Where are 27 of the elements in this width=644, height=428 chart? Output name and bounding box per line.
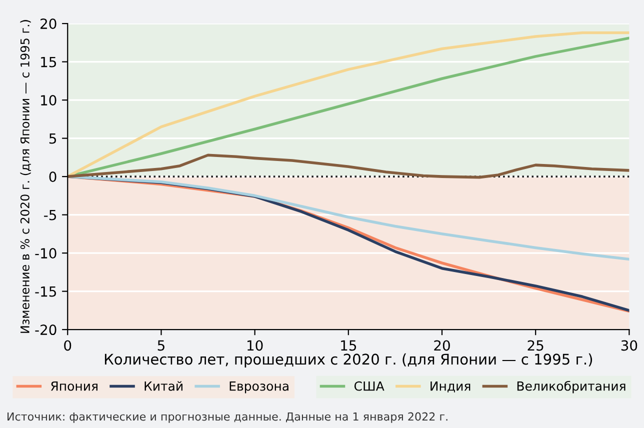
legend-label: США [354, 381, 384, 391]
y-tick-label: 15 [41, 56, 56, 68]
legend-label: Китай [144, 381, 182, 391]
y-tick-label: 5 [49, 133, 56, 144]
legend-label: Япония [51, 381, 98, 391]
x-tick-label: 20 [434, 340, 450, 351]
x-tick-label: 25 [528, 340, 544, 351]
y-tick-label: -10 [35, 248, 56, 259]
y-tick-label: -20 [35, 324, 56, 336]
x-tick-label: 10 [248, 340, 263, 351]
x-tick-label: 15 [341, 340, 356, 351]
x-tick-label: 0 [64, 340, 72, 351]
text: Источник: фактические и прогнозные данные. Данные на 1 января 2022 г. [8, 412, 448, 423]
legend-label: Индия [430, 381, 470, 392]
y-tick-label: -5 [44, 210, 56, 220]
y-tick-label: 20 [40, 18, 56, 30]
y-tick-label: 0 [49, 172, 56, 182]
line-series [68, 175, 630, 261]
y-tick-label: -15 [35, 286, 56, 297]
x-tick-label: 5 [158, 340, 164, 351]
legend-label: Еврозона [230, 381, 288, 394]
legend-label: Великобритания [517, 380, 626, 394]
y-tick-label: 10 [41, 95, 56, 106]
line-series [68, 154, 630, 179]
x-tick-label: 30 [621, 340, 638, 351]
y-axis-title: Изменение в % с 2020 г. (для Японии — с 1995 г.) [20, 20, 31, 333]
x-axis-title: Количество лет, прошедших с 2020 г. (для Японии — с 1995 г.) [104, 353, 592, 368]
